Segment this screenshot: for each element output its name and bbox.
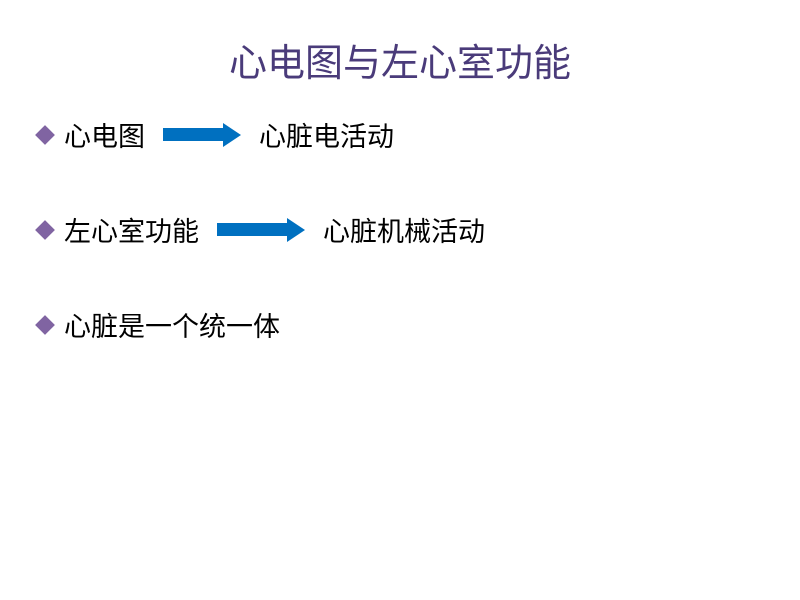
bullet-text-before: 左心室功能 bbox=[64, 210, 199, 249]
bullet-text-before: 心脏是一个统一体 bbox=[64, 305, 280, 344]
arrow-head bbox=[223, 123, 241, 147]
bullet-item: 左心室功能 心脏机械活动 bbox=[38, 210, 800, 249]
arrow-icon bbox=[217, 218, 305, 242]
diamond-bullet-icon bbox=[35, 315, 55, 335]
slide-content: 心电图 心脏电活动 左心室功能 心脏机械活动 心脏是一个统一体 bbox=[0, 115, 800, 344]
bullet-text-after: 心脏电活动 bbox=[259, 115, 394, 154]
arrow-icon bbox=[163, 123, 241, 147]
bullet-item: 心脏是一个统一体 bbox=[38, 305, 800, 344]
diamond-bullet-icon bbox=[35, 220, 55, 240]
bullet-text-before: 心电图 bbox=[64, 115, 145, 154]
bullet-item: 心电图 心脏电活动 bbox=[38, 115, 800, 154]
arrow-shaft bbox=[163, 128, 223, 141]
diamond-bullet-icon bbox=[35, 125, 55, 145]
slide-title: 心电图与左心室功能 bbox=[0, 0, 800, 115]
bullet-text-after: 心脏机械活动 bbox=[323, 210, 485, 249]
arrow-head bbox=[287, 218, 305, 242]
arrow-shaft bbox=[217, 223, 287, 236]
